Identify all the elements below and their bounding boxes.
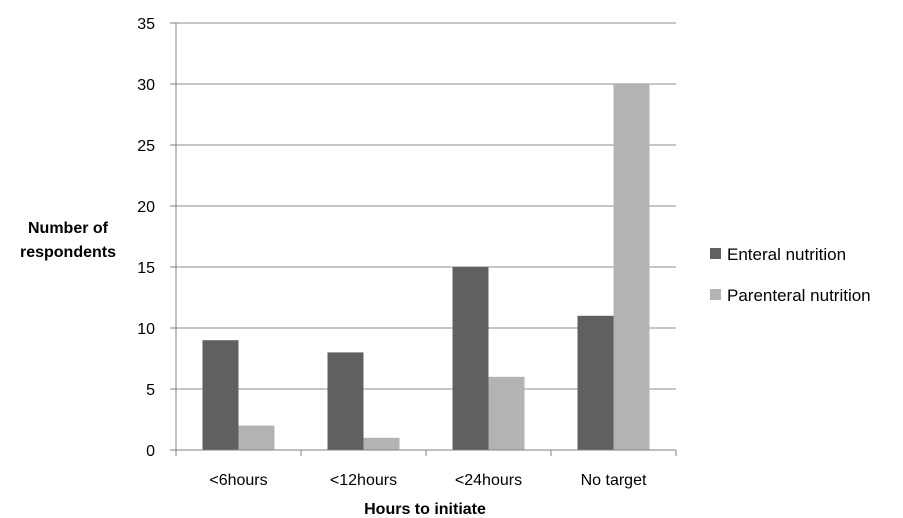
y-tick-label: 30 bbox=[137, 77, 155, 94]
x-tick-label: <12hours bbox=[330, 472, 397, 489]
y-tick-label: 15 bbox=[137, 260, 155, 277]
bar-parenteral bbox=[488, 376, 525, 450]
bar-parenteral bbox=[238, 425, 275, 450]
y-tick-label: 25 bbox=[137, 138, 155, 155]
bar-enteral bbox=[202, 340, 239, 450]
gridlines bbox=[176, 22, 676, 390]
bar-enteral bbox=[577, 315, 614, 450]
x-axis-title: Hours to initiate bbox=[364, 501, 486, 518]
bars bbox=[202, 84, 650, 450]
y-tick-label: 0 bbox=[146, 443, 155, 460]
legend-label-parenteral: Parenteral nutrition bbox=[727, 286, 871, 305]
legend-swatch-enteral bbox=[710, 248, 721, 259]
x-axis-ticks: <6hours <12hours <24hours No target bbox=[175, 450, 677, 489]
y-axis-ticks: 0 5 10 15 20 25 30 35 bbox=[137, 16, 176, 460]
y-axis-title-line-1: Number of bbox=[28, 220, 109, 237]
y-axis-title-line-2: respondents bbox=[20, 244, 116, 261]
bar-parenteral bbox=[363, 437, 400, 450]
y-tick-label: 10 bbox=[137, 321, 155, 338]
y-tick-label: 35 bbox=[137, 16, 155, 33]
bar-enteral bbox=[327, 352, 364, 450]
bar-parenteral bbox=[613, 84, 650, 450]
legend: Enteral nutrition Parenteral nutrition bbox=[710, 245, 871, 305]
x-tick-label: <6hours bbox=[209, 472, 267, 489]
x-tick-label: No target bbox=[581, 472, 647, 489]
legend-label-enteral: Enteral nutrition bbox=[727, 245, 846, 264]
y-tick-label: 20 bbox=[137, 199, 155, 216]
bar-enteral bbox=[452, 267, 489, 450]
y-tick-label: 5 bbox=[146, 382, 155, 399]
legend-swatch-parenteral bbox=[710, 289, 721, 300]
x-tick-label: <24hours bbox=[455, 472, 522, 489]
